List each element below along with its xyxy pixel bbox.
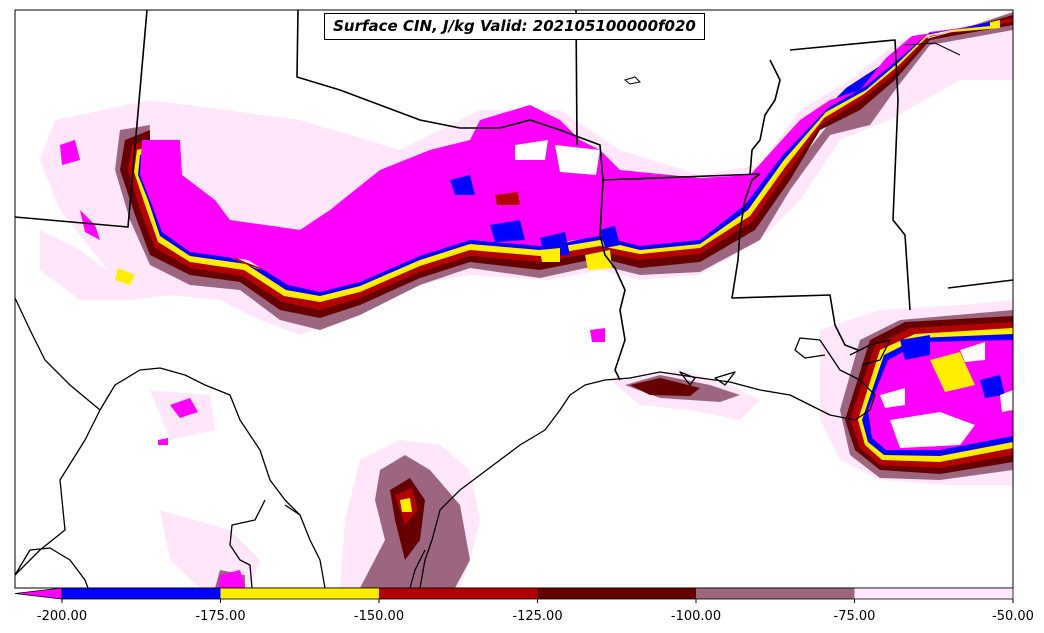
colorbar-bin-3 — [537, 588, 696, 599]
colorbar-bin-4 — [696, 588, 855, 599]
colorbar-bin-1 — [220, 588, 379, 599]
cin-gaps — [515, 140, 985, 448]
colorbar-tick-label-3: -125.00 — [512, 609, 563, 624]
coastline-and-rivers — [14, 297, 891, 589]
colorbar-bin-0 — [62, 588, 221, 599]
colorbar-bin-2 — [379, 588, 538, 599]
colorbar-tick-label-4: -100.00 — [670, 609, 722, 624]
colorbar-bin-5 — [854, 588, 1013, 599]
colorbar-tick-label-0: -200.00 — [36, 609, 88, 624]
lakes — [623, 42, 961, 85]
colorbar — [14, 587, 1014, 603]
colorbar-tick-label-1: -175.00 — [195, 609, 246, 624]
colorbar-tick-label-6: -50.00 — [992, 609, 1034, 624]
colorbar-tick-label-2: -150.00 — [353, 609, 405, 624]
cin-speckles — [450, 175, 1013, 412]
map-title: Surface CIN, J/kg Valid: 202105100000f02… — [324, 13, 705, 40]
colorbar-extend-triangle — [14, 587, 63, 600]
colorbar-tick-label-5: -75.00 — [833, 609, 876, 624]
